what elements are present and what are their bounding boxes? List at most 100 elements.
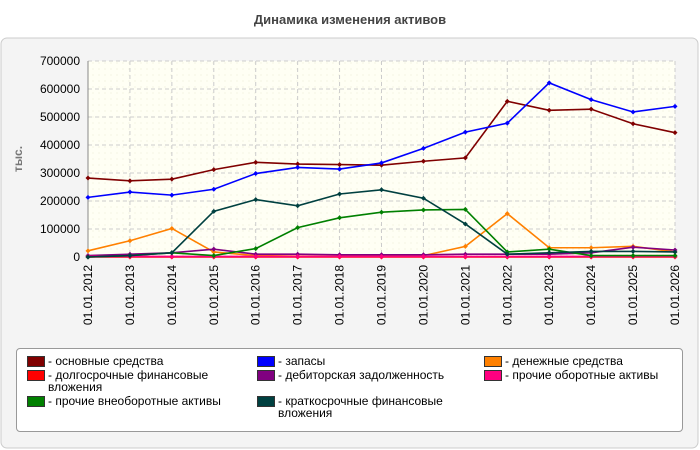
point xyxy=(630,244,636,250)
point xyxy=(337,215,343,221)
point xyxy=(337,166,343,172)
point xyxy=(379,209,384,215)
point xyxy=(85,248,91,254)
chart-title: Динамика изменения активов xyxy=(254,12,446,27)
legend-swatch xyxy=(484,370,502,381)
point xyxy=(504,211,510,217)
point xyxy=(462,253,468,259)
point xyxy=(337,191,343,197)
x-tick-label: 01.01.2021 xyxy=(458,265,472,325)
point xyxy=(211,253,217,259)
y-axis-label: тыс. xyxy=(11,146,25,172)
point xyxy=(253,253,259,259)
x-tick-label: 01.01.2024 xyxy=(584,265,598,325)
x-tick-label: 01.01.2019 xyxy=(375,265,389,325)
legend-item: - долгосрочные финансовые вложения xyxy=(27,369,257,393)
legend-item: - краткосрочные финансовые вложения xyxy=(257,395,484,419)
legend-swatch xyxy=(484,356,502,367)
x-tick-label: 01.01.2018 xyxy=(333,265,347,325)
point xyxy=(588,106,594,112)
point xyxy=(127,253,133,259)
point xyxy=(630,109,636,115)
legend-swatch xyxy=(27,370,45,381)
y-tick-label: 500000 xyxy=(40,110,80,124)
point xyxy=(169,176,175,182)
point xyxy=(420,158,426,164)
point xyxy=(379,253,384,259)
point xyxy=(462,206,468,212)
y-tick-label: 600000 xyxy=(40,82,80,96)
point xyxy=(295,225,301,231)
x-tick-label: 01.01.2016 xyxy=(249,265,263,325)
point xyxy=(546,250,552,256)
point xyxy=(379,187,384,193)
point xyxy=(672,249,678,255)
point xyxy=(546,246,552,252)
point xyxy=(462,155,468,161)
legend-swatch xyxy=(257,356,275,367)
point xyxy=(295,203,301,209)
point xyxy=(85,175,91,181)
x-tick-label: 01.01.2013 xyxy=(123,265,137,325)
legend-item: - прочие внеоборотные активы xyxy=(27,395,257,419)
x-tick-label: 01.01.2026 xyxy=(668,265,682,325)
point xyxy=(630,248,636,254)
y-tick-label: 300000 xyxy=(40,166,80,180)
point xyxy=(337,162,343,168)
point xyxy=(546,80,552,86)
point xyxy=(588,253,594,259)
x-tick-label: 01.01.2015 xyxy=(207,265,221,325)
point xyxy=(85,254,91,260)
point xyxy=(127,178,133,184)
point xyxy=(169,250,175,256)
point xyxy=(462,129,468,135)
legend-label: - запасы xyxy=(278,354,326,368)
y-tick-label: 200000 xyxy=(40,194,80,208)
legend-label: - дебиторская задолженность xyxy=(278,368,445,382)
point xyxy=(588,97,594,103)
legend-item: - основные средства xyxy=(27,355,257,367)
legend-label: - прочие оборотные активы xyxy=(505,368,659,382)
point xyxy=(420,207,426,213)
point xyxy=(504,98,510,104)
point xyxy=(546,107,552,113)
y-tick-label: 400000 xyxy=(40,138,80,152)
point xyxy=(253,171,259,177)
x-tick-label: 01.01.2012 xyxy=(81,265,95,325)
point xyxy=(420,145,426,151)
point xyxy=(546,253,552,259)
legend-swatch xyxy=(27,356,45,367)
point xyxy=(253,197,259,203)
legend-swatch xyxy=(27,396,45,407)
point xyxy=(211,249,217,255)
point xyxy=(295,161,301,167)
x-tick-label: 01.01.2022 xyxy=(500,265,514,325)
point xyxy=(253,159,259,165)
x-tick-label: 01.01.2020 xyxy=(416,265,430,325)
legend-swatch xyxy=(257,396,275,407)
point xyxy=(295,164,301,170)
legend-label: - долгосрочные финансовые вложения xyxy=(48,368,209,394)
y-tick-label: 0 xyxy=(73,250,80,264)
point xyxy=(337,253,343,259)
y-tick-label: 100000 xyxy=(40,222,80,236)
point xyxy=(169,192,175,198)
legend-item: - дебиторская задолженность xyxy=(257,369,484,393)
legend-item: - денежные средства xyxy=(484,355,684,367)
point xyxy=(630,121,636,127)
point xyxy=(420,195,426,201)
legend-label: - денежные средства xyxy=(505,354,623,368)
point xyxy=(169,225,175,231)
point xyxy=(462,243,468,249)
point xyxy=(211,246,217,252)
point xyxy=(211,167,217,173)
y-tick-label: 700000 xyxy=(40,54,80,68)
point xyxy=(169,253,175,259)
point xyxy=(672,130,678,136)
legend-label: - краткосрочные финансовые вложения xyxy=(278,394,443,420)
point xyxy=(504,251,510,257)
point xyxy=(588,248,594,254)
point xyxy=(630,253,636,259)
point xyxy=(127,238,133,244)
